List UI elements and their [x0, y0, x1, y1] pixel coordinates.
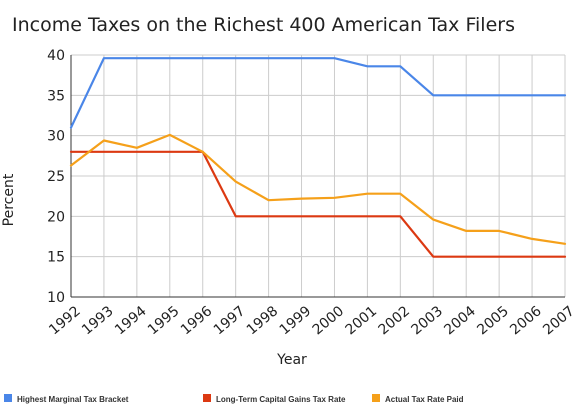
y-tick-label: 15	[47, 250, 65, 266]
legend-swatch	[203, 394, 211, 402]
x-tick-label: 2004	[441, 303, 479, 338]
y-tick-label: 25	[47, 169, 65, 185]
x-tick-label: 1994	[112, 303, 150, 338]
x-tick-label: 1993	[79, 303, 117, 338]
x-tick-label: 2007	[540, 303, 572, 338]
y-tick-label: 40	[47, 48, 65, 64]
y-axis-label: Percent	[1, 173, 17, 226]
gridlines	[70, 54, 566, 298]
legend-swatch	[372, 394, 380, 402]
chart-title: Income Taxes on the Richest 400 American…	[12, 14, 515, 36]
legend: Highest Marginal Tax Bracket Long-Term Ca…	[4, 394, 464, 404]
x-tick-label: 1992	[46, 303, 84, 338]
y-tick-label: 10	[47, 290, 65, 306]
axes	[70, 55, 565, 298]
x-tick-label: 1998	[244, 303, 282, 338]
x-tick-label: 2001	[343, 303, 381, 338]
y-tick-label: 30	[47, 129, 65, 145]
x-tick-label: 2000	[310, 303, 348, 338]
legend-swatch	[4, 394, 12, 402]
series-lines	[69, 57, 567, 258]
y-tick-label: 35	[47, 88, 65, 104]
x-tick-label: 1995	[145, 303, 183, 338]
x-tick-label: 1999	[277, 303, 315, 338]
legend-item-2: Long-Term Capital Gains Tax Rate	[203, 394, 346, 404]
legend-item-3: Actual Tax Rate Paid	[372, 394, 464, 404]
series-line-3	[69, 133, 567, 245]
tick-labels: 1015202530354019921993199419951996199719…	[46, 48, 572, 338]
x-tick-label: 2005	[474, 303, 512, 338]
legend-label: Long-Term Capital Gains Tax Rate	[216, 395, 346, 404]
legend-label: Actual Tax Rate Paid	[385, 395, 464, 404]
series-line-1	[69, 57, 567, 129]
x-tick-label: 2003	[408, 303, 446, 338]
legend-item-1: Highest Marginal Tax Bracket	[4, 394, 129, 404]
series-line-2	[69, 150, 567, 258]
legend-label: Highest Marginal Tax Bracket	[17, 395, 129, 404]
x-axis-label: Year	[276, 352, 307, 368]
x-tick-label: 2002	[375, 303, 413, 338]
x-tick-label: 1997	[211, 303, 249, 338]
y-tick-label: 20	[47, 209, 65, 225]
x-tick-label: 1996	[178, 303, 216, 338]
x-tick-label: 2006	[507, 303, 545, 338]
